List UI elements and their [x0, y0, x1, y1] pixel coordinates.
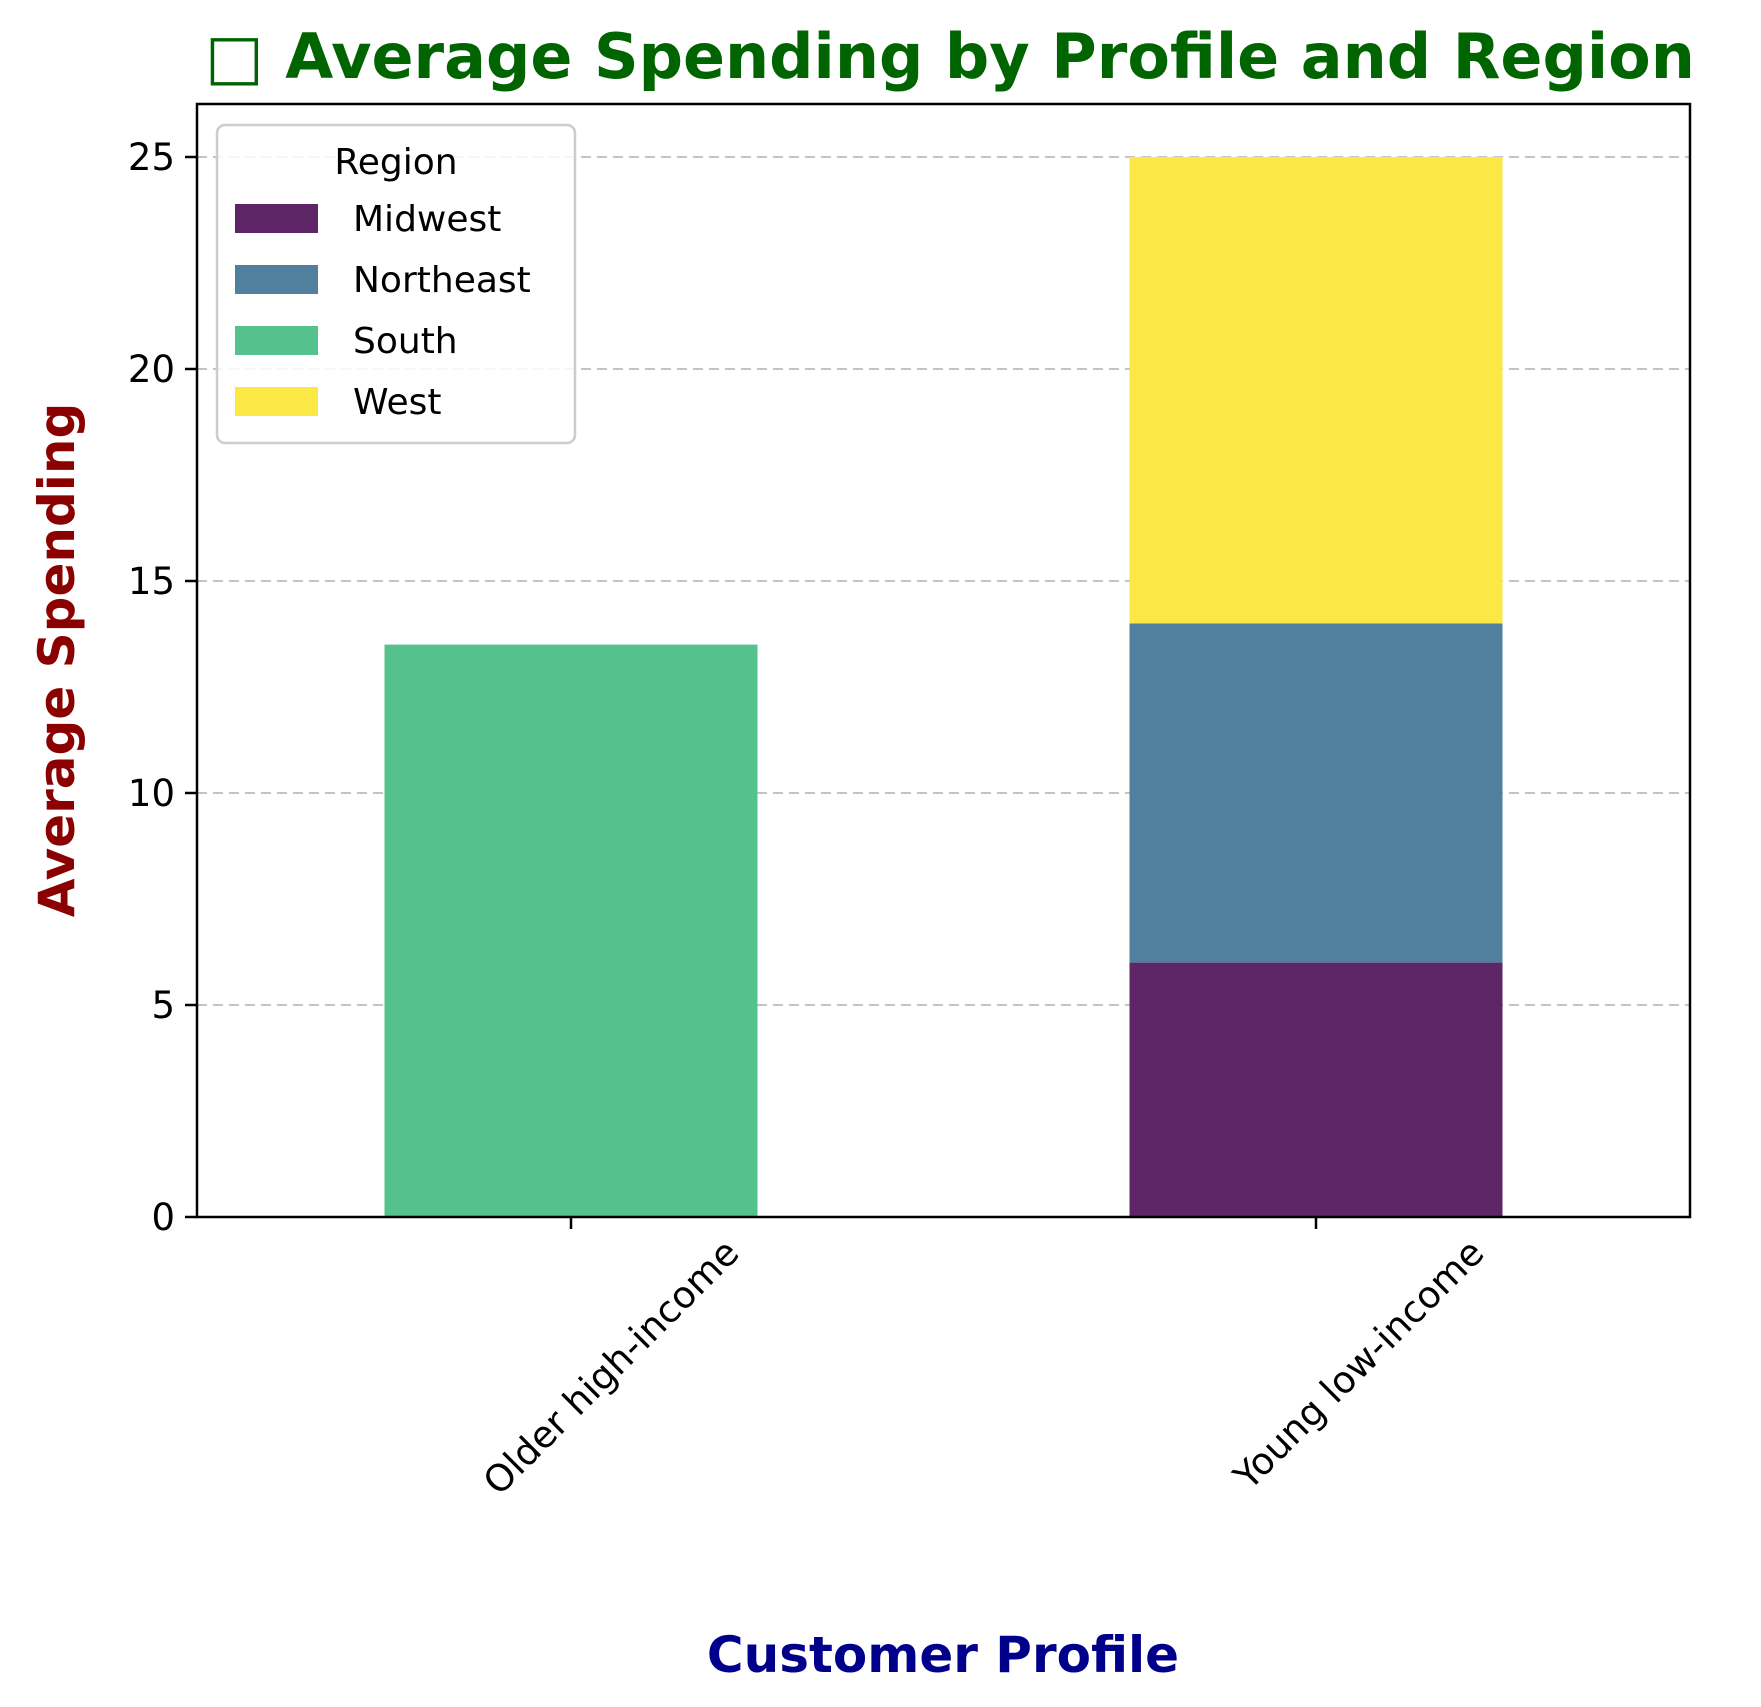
chart-title: □ Average Spending by Profile and Region	[205, 20, 1695, 93]
bars	[384, 157, 1503, 1217]
legend-swatch-midwest	[235, 204, 318, 233]
legend-swatch-south	[235, 326, 318, 355]
bar-midwest-1	[1129, 962, 1503, 1217]
legend-swatch-west	[235, 387, 318, 416]
y-tick-label-5: 25	[128, 136, 175, 179]
legend-swatch-northeast	[235, 265, 318, 294]
legend-title: Region	[334, 142, 457, 183]
y-tick-label-4: 20	[128, 348, 175, 391]
legend: Region Midwest Northeast South West	[215, 123, 577, 445]
legend-label-midwest: Midwest	[353, 199, 501, 240]
x-axis-label: Customer Profile	[707, 1626, 1179, 1684]
bar-west-1	[1129, 157, 1503, 624]
y-tick-label-2: 10	[128, 772, 175, 815]
y-axis: 0 5 10 15 20 25	[128, 136, 197, 1239]
bar-northeast-1	[1129, 623, 1503, 963]
plot-frame	[195, 102, 1692, 1219]
legend-label-south: South	[353, 321, 458, 362]
legend-label-west: West	[353, 382, 442, 423]
y-tick-label-0: 0	[151, 1196, 175, 1239]
y-tick-label-3: 15	[128, 560, 175, 603]
legend-label-northeast: Northeast	[353, 260, 531, 301]
y-tick-label-1: 5	[151, 984, 175, 1027]
y-axis-label: Average Spending	[28, 403, 86, 918]
legend-items: Midwest Northeast South West	[235, 199, 531, 423]
bar-south-0	[384, 644, 758, 1217]
